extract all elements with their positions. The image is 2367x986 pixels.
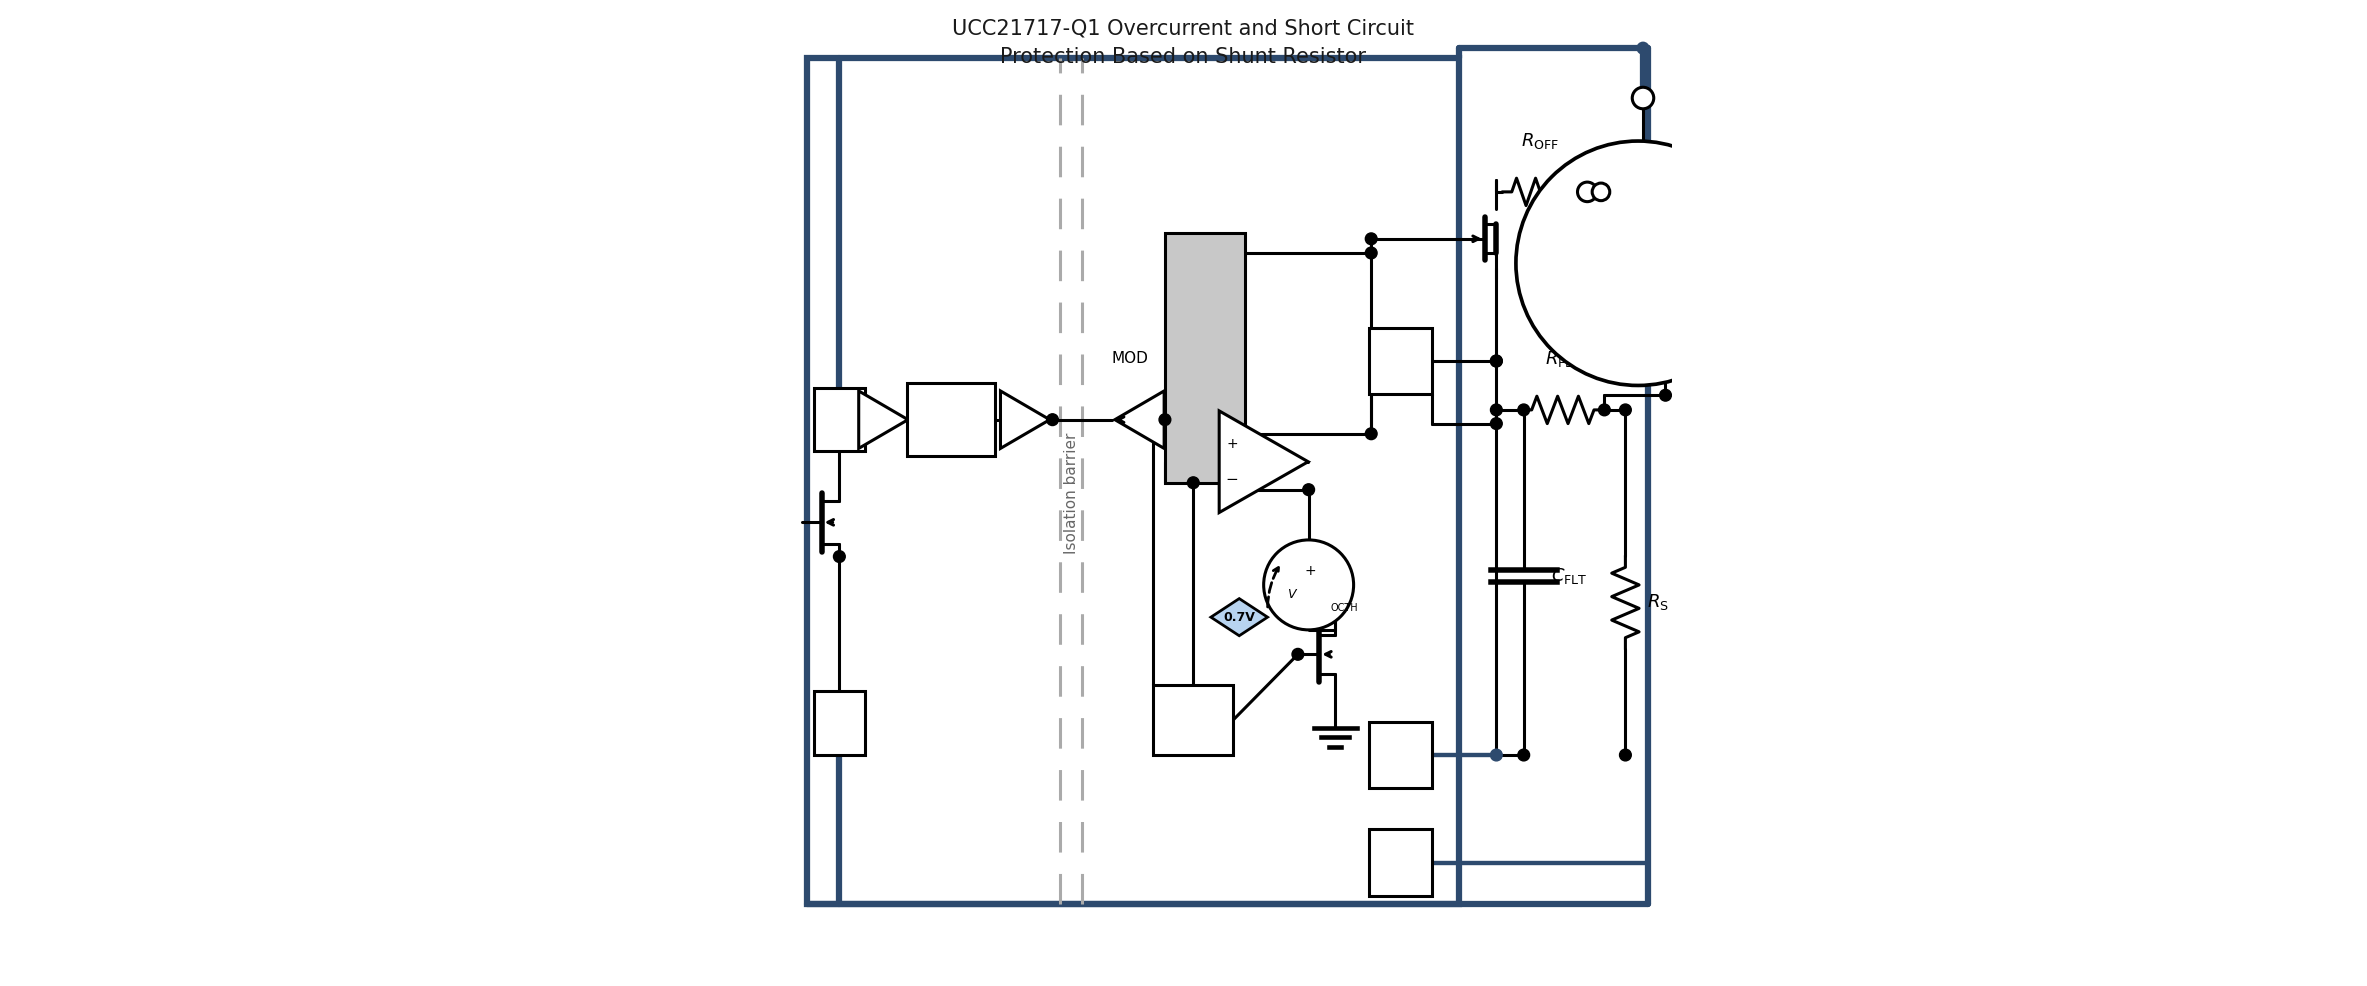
Circle shape — [1633, 88, 1655, 108]
Text: DEMOD: DEMOD — [921, 412, 980, 427]
Circle shape — [1046, 414, 1058, 426]
Bar — [814, 387, 864, 452]
Text: $R_{\mathrm{S}}$: $R_{\mathrm{S}}$ — [1647, 593, 1669, 612]
Text: Deglitch
Filter: Deglitch Filter — [1174, 339, 1238, 377]
Bar — [1153, 684, 1233, 755]
Text: Isolation barrier: Isolation barrier — [1063, 432, 1079, 554]
Text: GND: GND — [821, 714, 859, 732]
Text: +: + — [1304, 564, 1316, 578]
Circle shape — [1491, 355, 1503, 367]
Polygon shape — [1115, 390, 1165, 449]
Circle shape — [1188, 477, 1200, 489]
Circle shape — [1515, 141, 1761, 386]
Text: $R_{\mathrm{OFF}}$: $R_{\mathrm{OFF}}$ — [1522, 131, 1560, 151]
Text: $C_{\mathrm{FLT}}$: $C_{\mathrm{FLT}}$ — [1550, 566, 1588, 586]
Circle shape — [1619, 749, 1631, 761]
Circle shape — [1366, 247, 1378, 259]
Bar — [907, 383, 994, 457]
Bar — [1368, 722, 1432, 788]
Circle shape — [1491, 355, 1503, 367]
Text: +: + — [1226, 437, 1238, 451]
Polygon shape — [1688, 237, 1730, 280]
Circle shape — [1491, 749, 1503, 761]
Circle shape — [833, 551, 845, 562]
Circle shape — [1619, 404, 1631, 416]
Circle shape — [1491, 418, 1503, 430]
Circle shape — [1302, 484, 1314, 496]
Circle shape — [1292, 649, 1304, 661]
Text: UCC21717-Q1 Overcurrent and Short Circuit
Protection Based on Shunt Resistor: UCC21717-Q1 Overcurrent and Short Circui… — [952, 19, 1415, 67]
Circle shape — [1160, 414, 1172, 426]
Circle shape — [1576, 182, 1598, 202]
Circle shape — [1366, 233, 1378, 245]
Text: VEE: VEE — [1385, 854, 1415, 872]
Circle shape — [1702, 362, 1714, 374]
Circle shape — [1517, 749, 1529, 761]
Text: $R_{\mathrm{FLT}}$: $R_{\mathrm{FLT}}$ — [1546, 349, 1581, 369]
Circle shape — [1593, 183, 1610, 201]
Bar — [1165, 234, 1245, 483]
Text: OC: OC — [1389, 352, 1413, 370]
Polygon shape — [1219, 411, 1309, 513]
Text: Control
Logic: Control Logic — [1165, 702, 1221, 738]
Circle shape — [1702, 150, 1714, 162]
Polygon shape — [1212, 599, 1269, 636]
Circle shape — [1517, 404, 1529, 416]
Circle shape — [1659, 389, 1671, 401]
Text: OCTH: OCTH — [1330, 603, 1359, 613]
Polygon shape — [859, 390, 909, 449]
Text: −: − — [1226, 472, 1238, 487]
Polygon shape — [1001, 390, 1049, 449]
Text: $V$: $V$ — [1288, 589, 1299, 601]
Circle shape — [1638, 42, 1650, 54]
Text: MOD: MOD — [1110, 351, 1148, 366]
Circle shape — [1366, 428, 1378, 440]
Text: COM: COM — [1380, 746, 1420, 764]
Bar — [807, 58, 1458, 903]
Circle shape — [1598, 404, 1610, 416]
Bar — [1368, 327, 1432, 394]
Text: 0.7V: 0.7V — [1224, 610, 1255, 624]
Bar — [1368, 829, 1432, 896]
Text: FLT: FLT — [826, 411, 852, 429]
Circle shape — [1264, 540, 1354, 630]
Circle shape — [1491, 404, 1503, 416]
Bar — [814, 691, 864, 754]
